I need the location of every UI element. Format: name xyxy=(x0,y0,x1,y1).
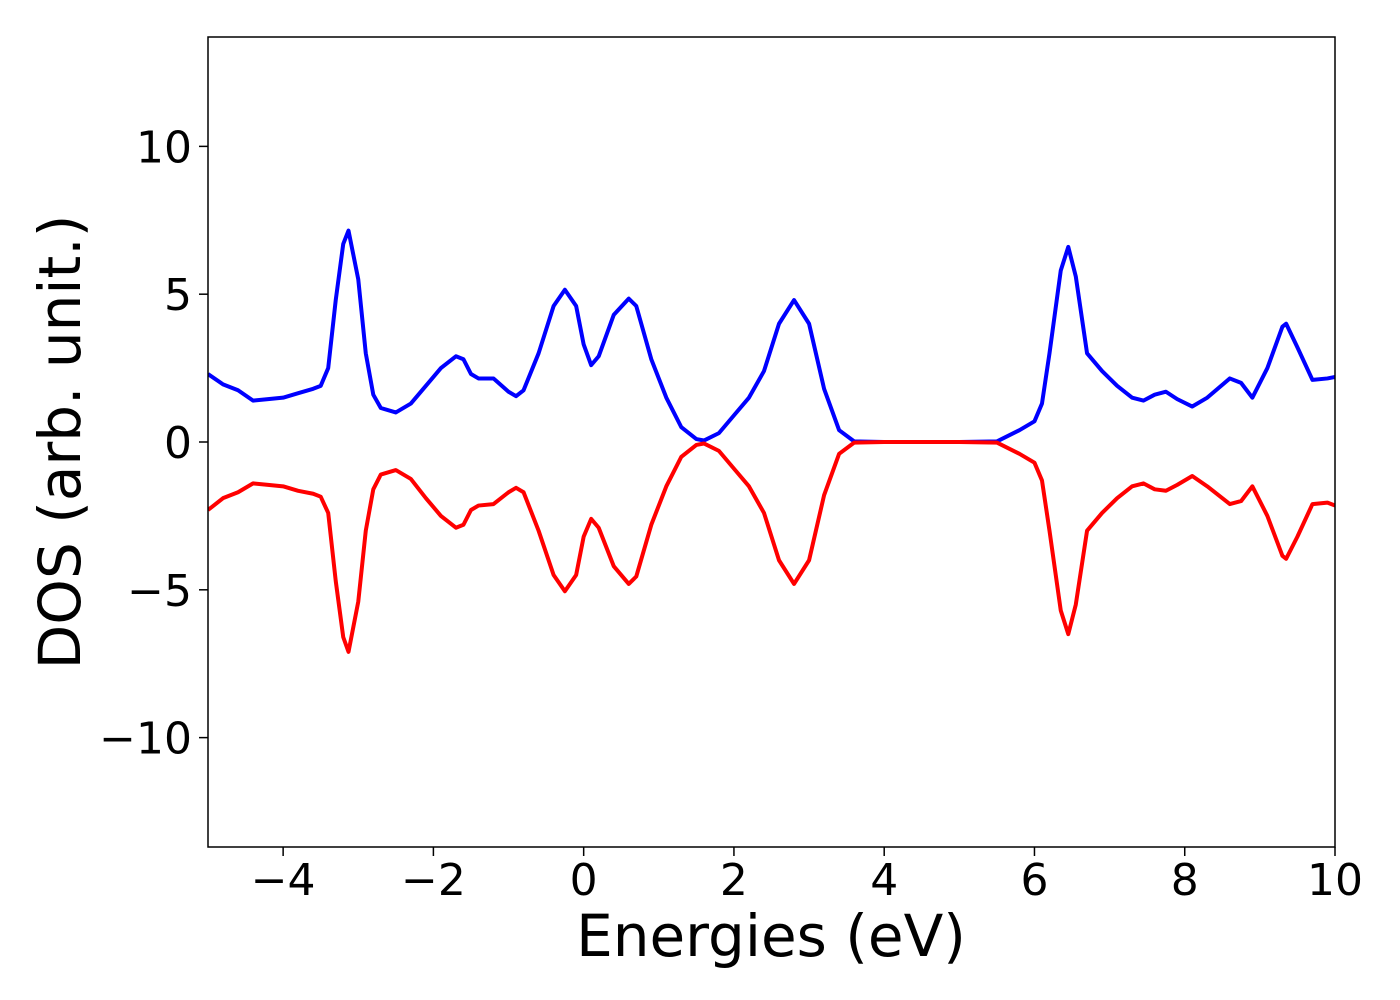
y-tick-label: 0 xyxy=(164,418,192,469)
dos-line xyxy=(208,228,1335,444)
x-tick-label: −2 xyxy=(401,855,466,906)
y-axis-label: DOS (arb. unit.) xyxy=(26,215,94,670)
x-tick-label: 8 xyxy=(1171,855,1199,906)
x-tick-label: 0 xyxy=(570,855,598,906)
x-tick-label: −4 xyxy=(251,855,316,906)
y-tick-label: −5 xyxy=(127,566,192,617)
y-tick-label: 10 xyxy=(136,122,192,173)
x-tick-label: 4 xyxy=(870,855,898,906)
plot-frame xyxy=(207,36,1336,848)
dos-line xyxy=(208,440,1335,654)
y-tick-label: −10 xyxy=(99,714,192,765)
x-tick-label: 2 xyxy=(720,855,748,906)
x-tick-label: 6 xyxy=(1020,855,1048,906)
y-tick-label: 5 xyxy=(164,270,192,321)
x-axis-label: Energies (eV) xyxy=(576,902,966,970)
x-tick-label: 10 xyxy=(1307,855,1363,906)
